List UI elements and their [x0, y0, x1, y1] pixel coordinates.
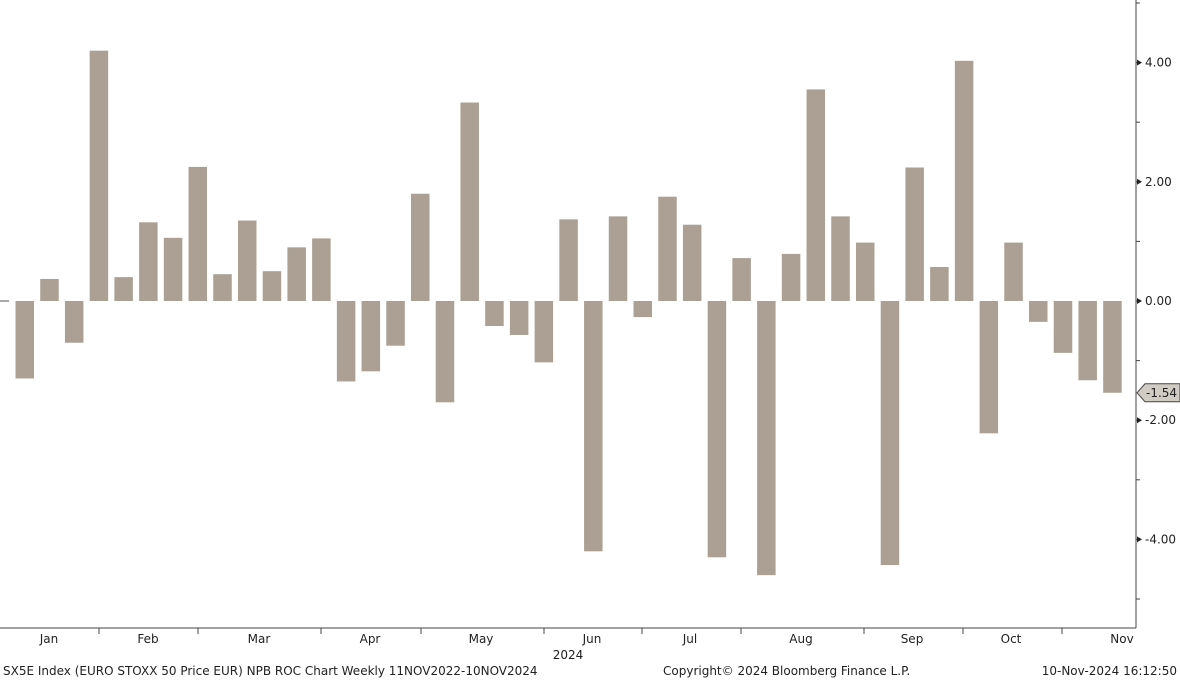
bar — [163, 237, 183, 301]
bar — [707, 301, 727, 558]
bar — [608, 216, 628, 301]
bar — [1004, 242, 1023, 301]
bar — [757, 301, 776, 576]
bar — [188, 166, 208, 301]
timestamp: 10-Nov-2024 16:12:50 — [1041, 664, 1177, 678]
y-major-tick — [1137, 59, 1142, 66]
bar — [658, 196, 677, 301]
y-tick-label: 4.00 — [1145, 56, 1172, 70]
y-major-tick — [1137, 298, 1142, 304]
bar — [559, 219, 578, 301]
x-month-label: Oct — [1001, 632, 1022, 646]
bar — [213, 274, 232, 301]
bar — [509, 301, 529, 335]
bar — [806, 89, 826, 301]
bar — [262, 271, 282, 301]
y-major-tick — [1137, 178, 1142, 185]
chart-description: SX5E Index (EURO STOXX 50 Price EUR) NPB… — [3, 664, 538, 678]
y-major-tick — [1137, 417, 1142, 424]
y-tick-label: 0.00 — [1145, 294, 1172, 308]
bar — [237, 220, 257, 301]
bar — [584, 301, 603, 552]
bar — [411, 193, 430, 301]
y-tick-label: -2.00 — [1145, 413, 1176, 427]
bar — [485, 301, 504, 327]
x-month-label: Feb — [137, 632, 158, 646]
bar — [40, 278, 59, 301]
bar — [361, 301, 381, 372]
bar — [64, 301, 84, 343]
bar — [89, 50, 109, 302]
bar — [930, 267, 949, 301]
y-tick-label: 2.00 — [1145, 175, 1172, 189]
bar — [1053, 301, 1073, 353]
bar — [954, 60, 974, 302]
last-value-flag — [1136, 383, 1180, 403]
x-axis: Jan Feb Mar Apr May Jun Jul Aug Sep Oct Nov 2024 — [0, 627, 1136, 662]
bar — [1103, 301, 1122, 393]
bar — [15, 301, 34, 379]
bar — [880, 301, 900, 566]
x-month-label: Jun — [582, 632, 602, 646]
x-year-label: 2024 — [553, 648, 584, 662]
bar — [781, 253, 801, 301]
bar — [534, 301, 554, 363]
bar — [732, 258, 751, 301]
x-month-label: Apr — [360, 632, 381, 646]
bar-series — [15, 50, 1122, 576]
copyright-notice: Copyright© 2024 Bloomberg Finance L.P. — [663, 664, 911, 678]
bar — [336, 301, 356, 382]
x-month-label: Jul — [682, 632, 697, 646]
chart-area: 4.00 2.00 0.00 -2.00 -4.00 Jan Feb Mar Apr May Ju… — [0, 0, 1180, 662]
bar — [855, 242, 875, 301]
x-month-label: Aug — [789, 632, 812, 646]
y-major-tick — [1137, 536, 1142, 543]
bar — [435, 301, 455, 403]
bar — [386, 301, 405, 346]
bar — [1078, 301, 1097, 381]
bar — [831, 216, 850, 301]
y-axis: 4.00 2.00 0.00 -2.00 -4.00 — [1135, 0, 1176, 628]
bar — [287, 247, 306, 301]
x-month-label: May — [469, 632, 494, 646]
bar — [682, 224, 702, 301]
bar — [979, 301, 999, 434]
bar — [460, 102, 479, 301]
x-month-label: Jan — [39, 632, 59, 646]
bar — [905, 167, 924, 301]
x-month-label: Nov — [1110, 632, 1133, 646]
bar — [312, 238, 331, 301]
x-month-label: Mar — [248, 632, 271, 646]
y-tick-label: -4.00 — [1145, 532, 1176, 546]
bar — [633, 301, 652, 318]
last-value-marker: -1.54 — [1136, 383, 1180, 403]
bar — [1029, 301, 1048, 322]
x-month-label: Sep — [901, 632, 924, 646]
last-value-label: -1.54 — [1146, 386, 1177, 400]
bar — [114, 277, 133, 301]
bar — [139, 222, 158, 301]
